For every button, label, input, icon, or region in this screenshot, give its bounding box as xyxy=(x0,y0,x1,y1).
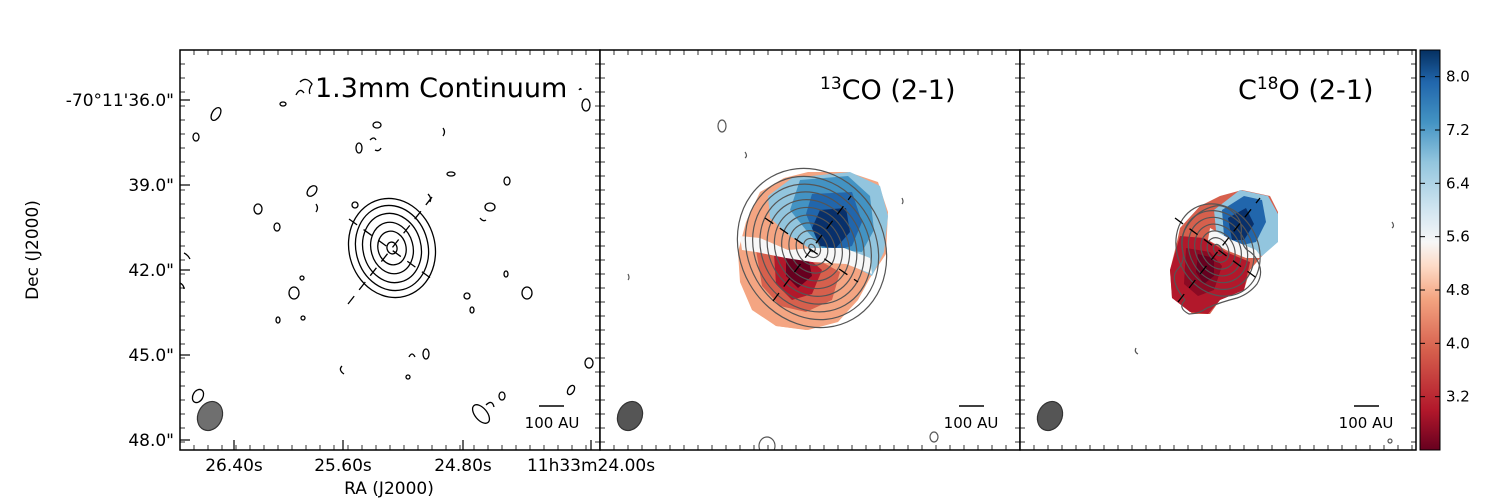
c18o-axis-lines xyxy=(1174,197,1263,303)
13co-beam-ellipse xyxy=(616,400,644,432)
panel-continuum-background xyxy=(180,50,600,450)
colorbar-tick-label: 8.0 xyxy=(1446,68,1470,86)
13co-scalebar-label: 100 AU xyxy=(944,414,999,432)
continuum-minor-ticks xyxy=(180,50,600,450)
13co-title-superscript: 13 xyxy=(820,74,842,94)
y-tick-label: 45.0" xyxy=(128,346,174,366)
c18o-contours xyxy=(1134,203,1395,444)
colorbar-ticks: 8.0 7.2 6.4 5.6 4.8 4.0 3.2 xyxy=(1420,68,1470,406)
y-tick-label: 48.0" xyxy=(128,431,174,451)
c18o-title-main: C xyxy=(1238,75,1257,106)
y-axis-title: Dec (J2000) xyxy=(23,200,43,300)
x-tick-label: 26.40s xyxy=(205,456,263,476)
13co-title-main: CO (2-1) xyxy=(842,75,956,106)
continuum-scalebar-label: 100 AU xyxy=(525,414,580,432)
colorbar-tick-label: 3.2 xyxy=(1446,388,1470,406)
13co-minor-ticks xyxy=(600,50,1020,450)
continuum-panel-title: 1.3mm Continuum xyxy=(315,73,567,104)
c18o-scalebar-label: 100 AU xyxy=(1339,414,1394,432)
colorbar-tick-label: 4.8 xyxy=(1446,281,1470,299)
13co-panel-title: 13CO (2-1) xyxy=(820,74,956,106)
c18o-title-suffix: O (2-1) xyxy=(1279,75,1374,106)
13co-axis-lines xyxy=(764,195,859,302)
continuum-beam-ellipse xyxy=(196,400,224,432)
y-tick-label: -70°11'36.0" xyxy=(66,91,174,111)
colorbar-tick-label: 5.6 xyxy=(1446,228,1470,246)
panel-13co: 100 AU 13CO (2-1) xyxy=(599,49,1021,451)
c18o-minor-ticks xyxy=(1020,50,1416,450)
c18o-panel-title: C18O (2-1) xyxy=(1238,74,1374,106)
colorbar-gradient xyxy=(1419,49,1441,451)
13co-contours xyxy=(627,119,939,450)
panel-c18o-frame xyxy=(1019,49,1417,451)
c18o-title-superscript: 18 xyxy=(1257,74,1279,94)
c18o-beam-ellipse xyxy=(1036,400,1064,432)
y-axis: -70°11'36.0" 39.0" 42.0" 45.0" 48.0" xyxy=(66,91,190,451)
colorbar: 8.0 7.2 6.4 5.6 4.8 4.0 3.2 xyxy=(1419,49,1470,451)
colorbar-tick-label: 7.2 xyxy=(1446,121,1470,139)
x-axis-title: RA (J2000) xyxy=(344,479,434,499)
continuum-axis-lines xyxy=(347,191,437,305)
colorbar-tick-label: 6.4 xyxy=(1446,174,1470,192)
y-tick-label: 42.0" xyxy=(128,261,174,281)
x-tick-label: 24.80s xyxy=(434,456,492,476)
x-axis: 26.40s 25.60s 24.80s 11h33m24.00s xyxy=(205,440,655,476)
panel-c18o: 100 AU C18O (2-1) xyxy=(1019,49,1417,451)
x-tick-label: 11h33m24.00s xyxy=(527,456,655,476)
colorbar-tick-label: 4.0 xyxy=(1446,334,1470,352)
y-tick-label: 39.0" xyxy=(128,176,174,196)
panel-continuum: 100 AU 1.3mm Continuum xyxy=(179,49,601,451)
x-tick-label: 25.60s xyxy=(314,456,372,476)
